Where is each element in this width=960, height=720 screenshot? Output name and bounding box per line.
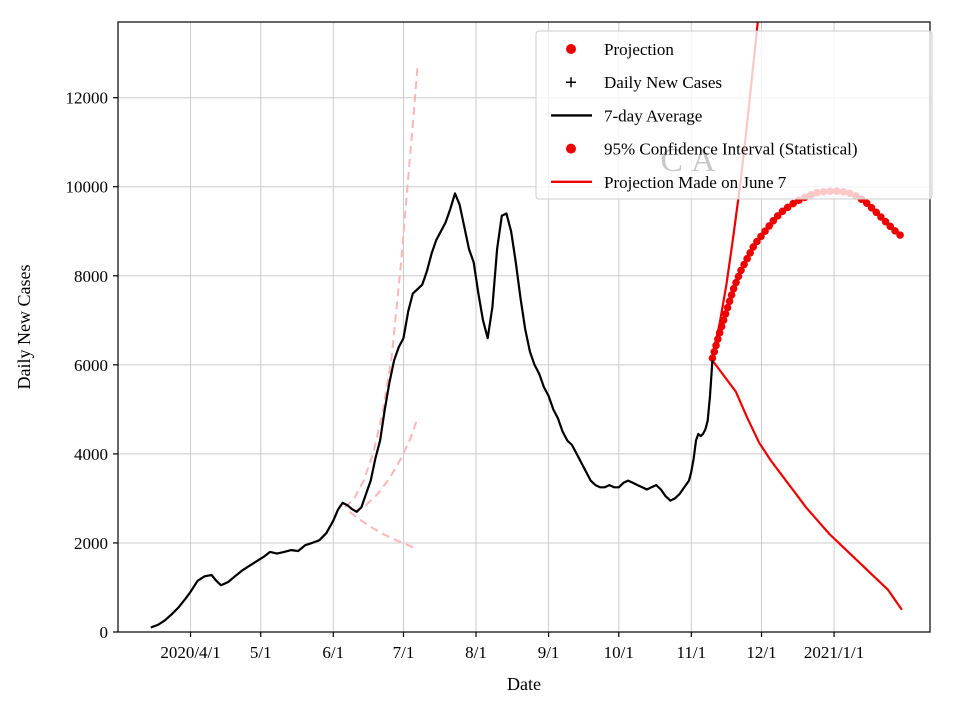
y-tick-label: 10000: [66, 178, 109, 197]
legend-label: Projection: [604, 40, 674, 59]
x-tick-label: 6/1: [322, 643, 344, 662]
series-june-7-projection-upper-ci: [344, 66, 419, 509]
legend-dot-marker: [566, 44, 576, 54]
x-tick-label: 8/1: [465, 643, 487, 662]
x-axis-label: Date: [507, 674, 541, 694]
axes: 2020/4/1 5/1 6/1 7/1 8/1 9/1 10/1 11/1 12/1 2021/…: [14, 21, 931, 694]
series-7-day-average: [150, 192, 714, 629]
y-tick-label: 12000: [66, 89, 109, 108]
legend-label: 95% Confidence Interval (Statistical): [604, 140, 858, 159]
series-june-7-projection-lower-ci: [349, 511, 418, 551]
series-95-ci-lower-current-: [711, 359, 903, 611]
legend-label: 7-day Average: [604, 106, 702, 125]
legend-item-projection: Projection: [566, 40, 674, 59]
legend-item-daily-new-cases: Daily New Cases: [566, 73, 722, 92]
x-tick-label: 11/1: [677, 643, 707, 662]
y-tick-label: 6000: [74, 356, 108, 375]
legend-label: Daily New Cases: [604, 73, 722, 92]
series-june-7-projection-central: [353, 417, 419, 513]
legend-item-projection-made-on-june-7: Projection Made on June 7: [551, 173, 787, 192]
legend: Projection Daily New Cases 7-day Average 95…: [535, 30, 933, 200]
y-tick-label: 4000: [74, 445, 108, 464]
legend-dot-marker: [566, 143, 576, 154]
x-tick-label: 9/1: [538, 643, 560, 662]
y-axis-label: Daily New Cases: [14, 265, 34, 390]
x-tick-label: 2020/4/1: [160, 643, 220, 662]
plot-border: [117, 21, 931, 633]
x-tick-label: 10/1: [604, 643, 634, 662]
x-tick-label: 12/1: [746, 643, 776, 662]
x-tick-label: 7/1: [393, 643, 415, 662]
legend-box: [535, 30, 933, 200]
legend-item-95-confidence-interval-statistical-: 95% Confidence Interval (Statistical): [566, 140, 858, 159]
y-tick-label: 2000: [74, 534, 108, 553]
x-tick-label: 2021/1/1: [804, 643, 864, 662]
legend-plus-marker: [566, 77, 576, 88]
y-tick-label: 8000: [74, 267, 108, 286]
legend-label: Projection Made on June 7: [604, 173, 787, 192]
y-tick-label: 0: [100, 623, 109, 642]
legend-item-7-day-average: 7-day Average: [551, 106, 702, 125]
series-projection: [708, 187, 906, 362]
x-tick-label: 5/1: [250, 643, 272, 662]
